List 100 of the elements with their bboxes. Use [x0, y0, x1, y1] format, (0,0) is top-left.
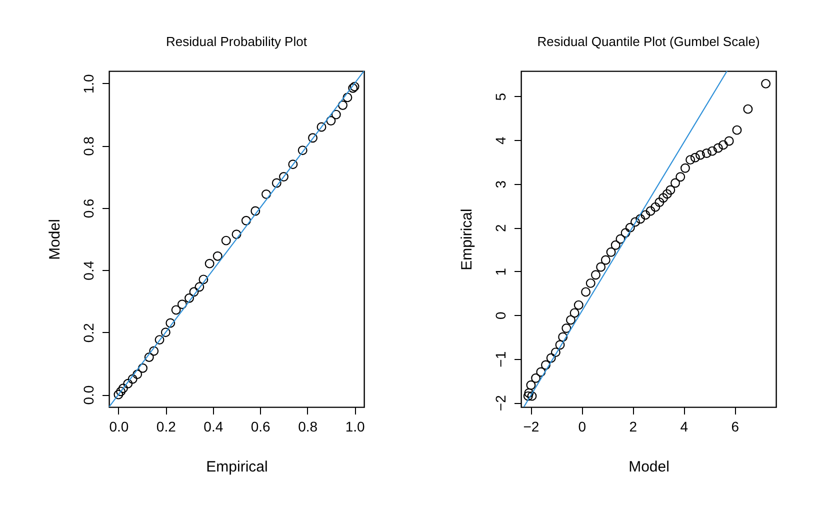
- point: [118, 384, 128, 394]
- x-tick-label: 0.0: [109, 418, 129, 434]
- point: [646, 206, 656, 216]
- x-tick-label: 6: [731, 418, 740, 434]
- x-tick-label: 0.4: [204, 418, 224, 434]
- point: [523, 391, 533, 401]
- y-tick-label: 2: [492, 224, 508, 232]
- point: [566, 315, 576, 325]
- point: [676, 172, 686, 182]
- point: [650, 202, 660, 212]
- y-tick-label: 0.0: [80, 385, 96, 405]
- point: [625, 222, 635, 232]
- y-tick-label: 3: [492, 180, 508, 188]
- point: [690, 152, 700, 162]
- point: [581, 287, 591, 297]
- point: [620, 228, 630, 238]
- point: [732, 125, 742, 135]
- point: [524, 388, 534, 398]
- point: [536, 367, 546, 377]
- point: [149, 346, 159, 356]
- point: [686, 155, 696, 165]
- point: [586, 278, 596, 288]
- point: [658, 193, 668, 203]
- point: [662, 189, 672, 199]
- point: [531, 373, 541, 383]
- point: [596, 262, 606, 272]
- point: [331, 110, 341, 120]
- chart-title: Residual Quantile Plot (Gumbel Scale): [537, 34, 760, 49]
- point: [171, 305, 181, 315]
- point: [590, 270, 600, 280]
- point: [123, 378, 133, 388]
- point: [116, 386, 126, 396]
- y-tick-label: 0.8: [80, 136, 96, 156]
- point: [128, 374, 138, 384]
- point: [154, 335, 164, 345]
- point: [743, 104, 753, 114]
- point: [666, 185, 676, 195]
- y-tick-label: −2: [492, 394, 508, 412]
- point: [610, 240, 620, 250]
- x-tick-label: 0.6: [250, 418, 271, 434]
- x-tick-label: 1.0: [345, 418, 365, 434]
- point: [680, 163, 690, 173]
- y-tick-label: 0: [492, 312, 508, 320]
- point: [308, 133, 318, 143]
- point: [189, 287, 199, 297]
- point: [546, 353, 556, 363]
- point: [138, 363, 148, 373]
- point: [640, 210, 650, 220]
- y-tick-label: 5: [492, 92, 508, 101]
- point: [198, 274, 208, 284]
- point: [194, 282, 204, 292]
- point: [114, 390, 124, 400]
- point: [298, 146, 308, 156]
- point: [132, 370, 142, 380]
- x-tick-label: 0.8: [298, 418, 318, 434]
- point: [696, 150, 705, 160]
- point: [272, 178, 282, 188]
- y-tick-label: 0.2: [80, 322, 96, 343]
- point: [326, 116, 336, 126]
- point: [241, 216, 251, 226]
- point: [166, 318, 176, 328]
- x-axis-title: Model: [628, 458, 670, 476]
- point: [184, 293, 194, 303]
- y-tick-label: 0.6: [80, 198, 96, 218]
- point: [570, 308, 580, 318]
- x-tick-label: 4: [680, 418, 688, 434]
- x-tick-label: 0: [578, 418, 586, 434]
- point: [600, 255, 610, 265]
- point: [526, 380, 536, 390]
- point: [250, 206, 260, 216]
- point: [527, 391, 537, 401]
- x-tick-label: 0.2: [156, 418, 176, 434]
- point: [574, 300, 584, 310]
- point: [702, 148, 712, 158]
- point: [654, 198, 664, 207]
- point: [562, 324, 572, 333]
- point: [616, 234, 626, 244]
- x-tick-label: −2: [523, 418, 540, 434]
- y-tick-label: −1: [492, 351, 508, 368]
- point: [342, 92, 352, 102]
- point: [316, 122, 326, 132]
- point: [670, 178, 680, 188]
- point: [558, 332, 568, 342]
- y-tick-label: 0.4: [80, 260, 96, 280]
- point: [232, 230, 242, 240]
- point: [144, 352, 154, 362]
- y-axis-title: Empirical: [458, 208, 476, 270]
- point: [204, 258, 214, 268]
- point: [160, 328, 170, 338]
- point: [718, 140, 728, 150]
- y-tick-label: 1: [492, 268, 508, 276]
- point: [555, 340, 565, 350]
- point: [221, 236, 231, 246]
- point: [606, 247, 616, 257]
- point: [288, 160, 298, 170]
- point: [636, 214, 646, 224]
- point: [338, 100, 348, 110]
- point: [212, 251, 222, 261]
- y-tick-label: 1.0: [80, 74, 96, 94]
- x-tick-label: 2: [629, 418, 638, 434]
